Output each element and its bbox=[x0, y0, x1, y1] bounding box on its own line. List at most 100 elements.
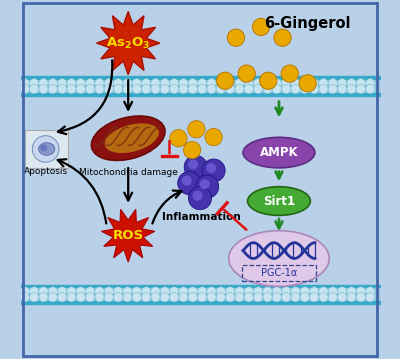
Circle shape bbox=[104, 84, 114, 94]
Circle shape bbox=[244, 293, 254, 302]
Text: Mitochondria damage: Mitochondria damage bbox=[79, 168, 178, 177]
Circle shape bbox=[254, 84, 263, 94]
Circle shape bbox=[114, 79, 123, 88]
Circle shape bbox=[281, 65, 298, 82]
Circle shape bbox=[58, 293, 67, 302]
Circle shape bbox=[300, 84, 310, 94]
Circle shape bbox=[328, 293, 338, 302]
Circle shape bbox=[299, 75, 316, 92]
FancyBboxPatch shape bbox=[20, 76, 380, 96]
Circle shape bbox=[198, 287, 207, 296]
Circle shape bbox=[151, 79, 160, 88]
Circle shape bbox=[328, 84, 338, 94]
Circle shape bbox=[114, 287, 123, 296]
Circle shape bbox=[319, 84, 328, 94]
Circle shape bbox=[235, 287, 244, 296]
Circle shape bbox=[160, 287, 170, 296]
Circle shape bbox=[227, 29, 244, 46]
Circle shape bbox=[188, 293, 198, 302]
Circle shape bbox=[170, 130, 187, 147]
Circle shape bbox=[30, 287, 39, 296]
Circle shape bbox=[151, 287, 160, 296]
Circle shape bbox=[200, 179, 210, 189]
Circle shape bbox=[192, 191, 202, 201]
Circle shape bbox=[206, 163, 216, 173]
Circle shape bbox=[179, 84, 188, 94]
Circle shape bbox=[95, 287, 104, 296]
Circle shape bbox=[58, 287, 67, 296]
Circle shape bbox=[198, 84, 207, 94]
Circle shape bbox=[95, 293, 104, 302]
Circle shape bbox=[366, 293, 375, 302]
Circle shape bbox=[67, 293, 76, 302]
Circle shape bbox=[39, 79, 48, 88]
Circle shape bbox=[179, 79, 188, 88]
Circle shape bbox=[338, 293, 347, 302]
Circle shape bbox=[188, 159, 198, 169]
Circle shape bbox=[188, 79, 198, 88]
Circle shape bbox=[202, 159, 225, 182]
Circle shape bbox=[179, 287, 188, 296]
Circle shape bbox=[319, 287, 328, 296]
Circle shape bbox=[338, 79, 347, 88]
Circle shape bbox=[76, 79, 86, 88]
Circle shape bbox=[86, 287, 95, 296]
Circle shape bbox=[328, 79, 338, 88]
Circle shape bbox=[67, 79, 76, 88]
Circle shape bbox=[282, 287, 291, 296]
Circle shape bbox=[328, 287, 338, 296]
Text: Sirt1: Sirt1 bbox=[263, 195, 295, 208]
Text: PGC-1α: PGC-1α bbox=[261, 268, 297, 278]
FancyBboxPatch shape bbox=[25, 130, 68, 168]
Circle shape bbox=[142, 293, 151, 302]
Circle shape bbox=[188, 287, 198, 296]
Circle shape bbox=[160, 84, 170, 94]
Circle shape bbox=[291, 79, 300, 88]
Circle shape bbox=[274, 29, 291, 46]
Circle shape bbox=[235, 293, 244, 302]
Circle shape bbox=[170, 79, 179, 88]
Circle shape bbox=[216, 293, 226, 302]
Circle shape bbox=[235, 79, 244, 88]
Circle shape bbox=[170, 84, 179, 94]
Circle shape bbox=[226, 84, 235, 94]
Circle shape bbox=[254, 287, 263, 296]
Circle shape bbox=[347, 287, 356, 296]
Circle shape bbox=[263, 79, 272, 88]
Circle shape bbox=[86, 84, 95, 94]
Circle shape bbox=[300, 293, 310, 302]
Circle shape bbox=[104, 293, 114, 302]
Circle shape bbox=[178, 172, 201, 195]
Circle shape bbox=[132, 84, 142, 94]
Circle shape bbox=[188, 84, 198, 94]
Circle shape bbox=[20, 287, 30, 296]
Circle shape bbox=[205, 129, 222, 146]
Circle shape bbox=[207, 287, 216, 296]
Circle shape bbox=[123, 287, 132, 296]
Circle shape bbox=[263, 287, 272, 296]
Circle shape bbox=[48, 79, 58, 88]
Circle shape bbox=[198, 293, 207, 302]
Circle shape bbox=[263, 293, 272, 302]
Circle shape bbox=[282, 79, 291, 88]
Circle shape bbox=[179, 293, 188, 302]
Circle shape bbox=[67, 287, 76, 296]
Circle shape bbox=[123, 293, 132, 302]
Circle shape bbox=[216, 72, 234, 89]
Circle shape bbox=[347, 84, 356, 94]
Circle shape bbox=[226, 79, 235, 88]
Circle shape bbox=[123, 79, 132, 88]
Circle shape bbox=[86, 293, 95, 302]
Circle shape bbox=[356, 79, 366, 88]
Circle shape bbox=[58, 79, 67, 88]
Circle shape bbox=[104, 79, 114, 88]
Ellipse shape bbox=[91, 116, 165, 160]
Ellipse shape bbox=[39, 143, 55, 155]
Circle shape bbox=[207, 84, 216, 94]
Circle shape bbox=[132, 287, 142, 296]
Circle shape bbox=[132, 293, 142, 302]
Text: AMPK: AMPK bbox=[260, 146, 298, 159]
Circle shape bbox=[216, 79, 226, 88]
Circle shape bbox=[182, 176, 192, 186]
Circle shape bbox=[132, 79, 142, 88]
